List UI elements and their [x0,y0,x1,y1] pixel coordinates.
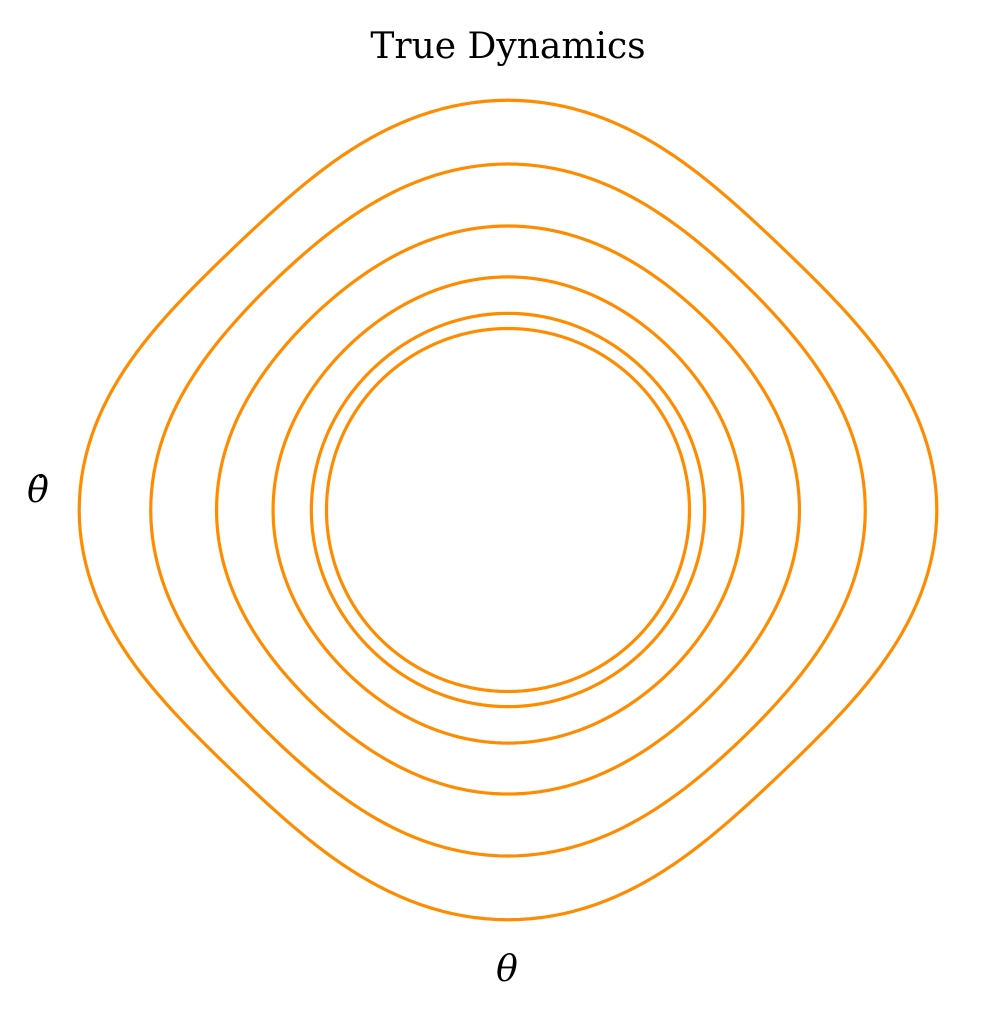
orbit-3 [271,275,745,745]
y-axis-label: θ̇ [27,470,49,511]
orbit-group [77,98,939,922]
x-axis-label: θ [496,949,518,990]
orbit-5 [149,162,867,858]
orbit-4 [214,224,802,796]
orbit-2 [309,311,707,709]
orbit-6 [77,98,939,922]
orbit-1 [324,326,692,694]
chart-title: True Dynamics [370,26,645,67]
